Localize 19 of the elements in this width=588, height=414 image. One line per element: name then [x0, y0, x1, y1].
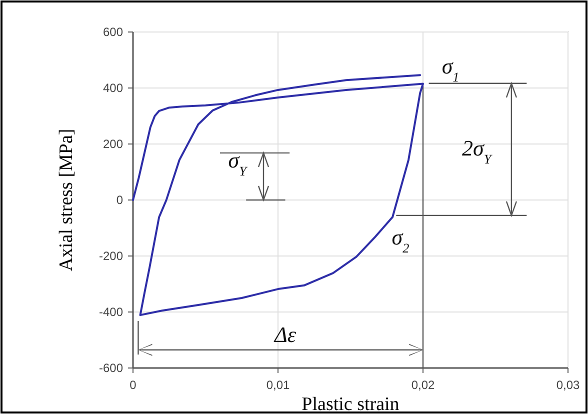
y-tick-label: -200: [98, 249, 124, 264]
x-axis-title: Plastic strain: [302, 394, 400, 414]
annotation: 2σ$_{Y}$: [462, 136, 493, 166]
x-tick-label: 0,01: [266, 378, 290, 392]
y-tick-label: 400: [102, 81, 124, 96]
line-series: [132, 74, 424, 316]
y-tick-label: 0: [116, 193, 124, 208]
y-tick-label: 600: [102, 25, 124, 40]
annotation: σ$_{Y}$: [228, 147, 248, 178]
annotation: σ$_{1}$: [442, 53, 460, 84]
x-tick-label: 0,02: [411, 378, 435, 392]
x-tick-label: 0,03: [556, 378, 580, 392]
y-tick-label: -600: [98, 361, 124, 376]
x-tick-label: 0: [130, 378, 137, 392]
y-axis-title: Axial stress [MPa]: [56, 128, 77, 272]
annotation: Δε: [273, 322, 296, 348]
y-tick-label: 200: [102, 137, 124, 152]
y-tick-label: -400: [98, 305, 124, 320]
annotation: σ$_{2}$: [392, 224, 410, 256]
